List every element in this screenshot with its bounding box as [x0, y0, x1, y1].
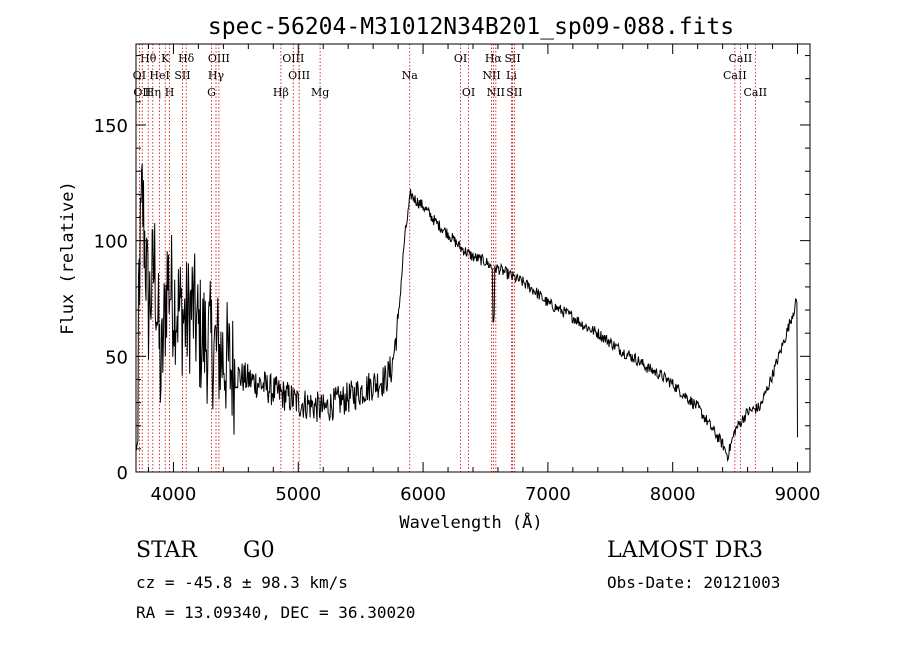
marker-label: HeI — [149, 69, 169, 82]
marker-label: G — [207, 86, 216, 99]
spectrum-chart: spec-56204-M31012N34B201_sp09-088.fits H… — [58, 14, 821, 533]
marker-label: OII — [133, 86, 151, 99]
marker-label: Mg — [311, 86, 329, 99]
y-tick-label: 50 — [105, 347, 128, 368]
x-tick-label: 9000 — [775, 484, 821, 505]
spectrum-line — [135, 163, 798, 463]
x-axis-ticks: 4000 5000 6000 7000 8000 9000 — [147, 44, 821, 505]
subclass-label: G0 — [243, 538, 275, 563]
marker-label: SII — [506, 86, 522, 99]
class-label: STAR — [136, 538, 197, 563]
marker-label: OI — [462, 86, 475, 99]
x-tick-label: 5000 — [275, 484, 321, 505]
coordinates-text: RA = 13.09340, DEC = 36.30020 — [136, 603, 416, 622]
y-tick-label: 150 — [94, 116, 128, 137]
marker-label: Hδ — [178, 52, 195, 65]
marker-label: NII — [482, 69, 500, 82]
marker-label: SII — [504, 52, 520, 65]
y-axis-ticks: 0 50 100 150 — [94, 55, 810, 484]
marker-label: Na — [402, 69, 419, 82]
x-tick-label: 7000 — [525, 484, 571, 505]
marker-label: Hβ — [273, 86, 289, 99]
y-tick-label: 100 — [94, 232, 128, 253]
chart-title: spec-56204-M31012N34B201_sp09-088.fits — [208, 14, 734, 40]
redshift-text: cz = -45.8 ± 98.3 km/s — [136, 573, 348, 592]
marker-label: NII — [487, 86, 505, 99]
marker-label: Li — [506, 69, 517, 82]
marker-label: K — [161, 52, 170, 65]
x-tick-label: 8000 — [650, 484, 696, 505]
y-axis-label: Flux (relative) — [58, 181, 78, 335]
marker-label: Hα — [485, 52, 503, 65]
marker-label: OI — [454, 52, 467, 65]
marker-label: OI — [133, 69, 146, 82]
marker-label: CaII — [723, 69, 747, 82]
survey-label: LAMOST DR3 — [607, 538, 763, 563]
y-tick-label: 0 — [117, 463, 128, 484]
marker-label: CaII — [729, 52, 753, 65]
x-tick-label: 6000 — [400, 484, 446, 505]
marker-label: CaII — [743, 86, 767, 99]
marker-label: OIII — [208, 52, 230, 65]
marker-label: SII — [174, 69, 190, 82]
obs-date-text: Obs-Date: 20121003 — [607, 573, 781, 592]
x-tick-label: 4000 — [151, 484, 197, 505]
marker-label: OIII — [288, 69, 310, 82]
marker-label: OIII — [282, 52, 304, 65]
marker-label: Hγ — [208, 69, 225, 82]
marker-label: H — [165, 86, 175, 99]
marker-label: Hη — [145, 86, 161, 99]
x-axis-label: Wavelength (Å) — [399, 511, 542, 533]
